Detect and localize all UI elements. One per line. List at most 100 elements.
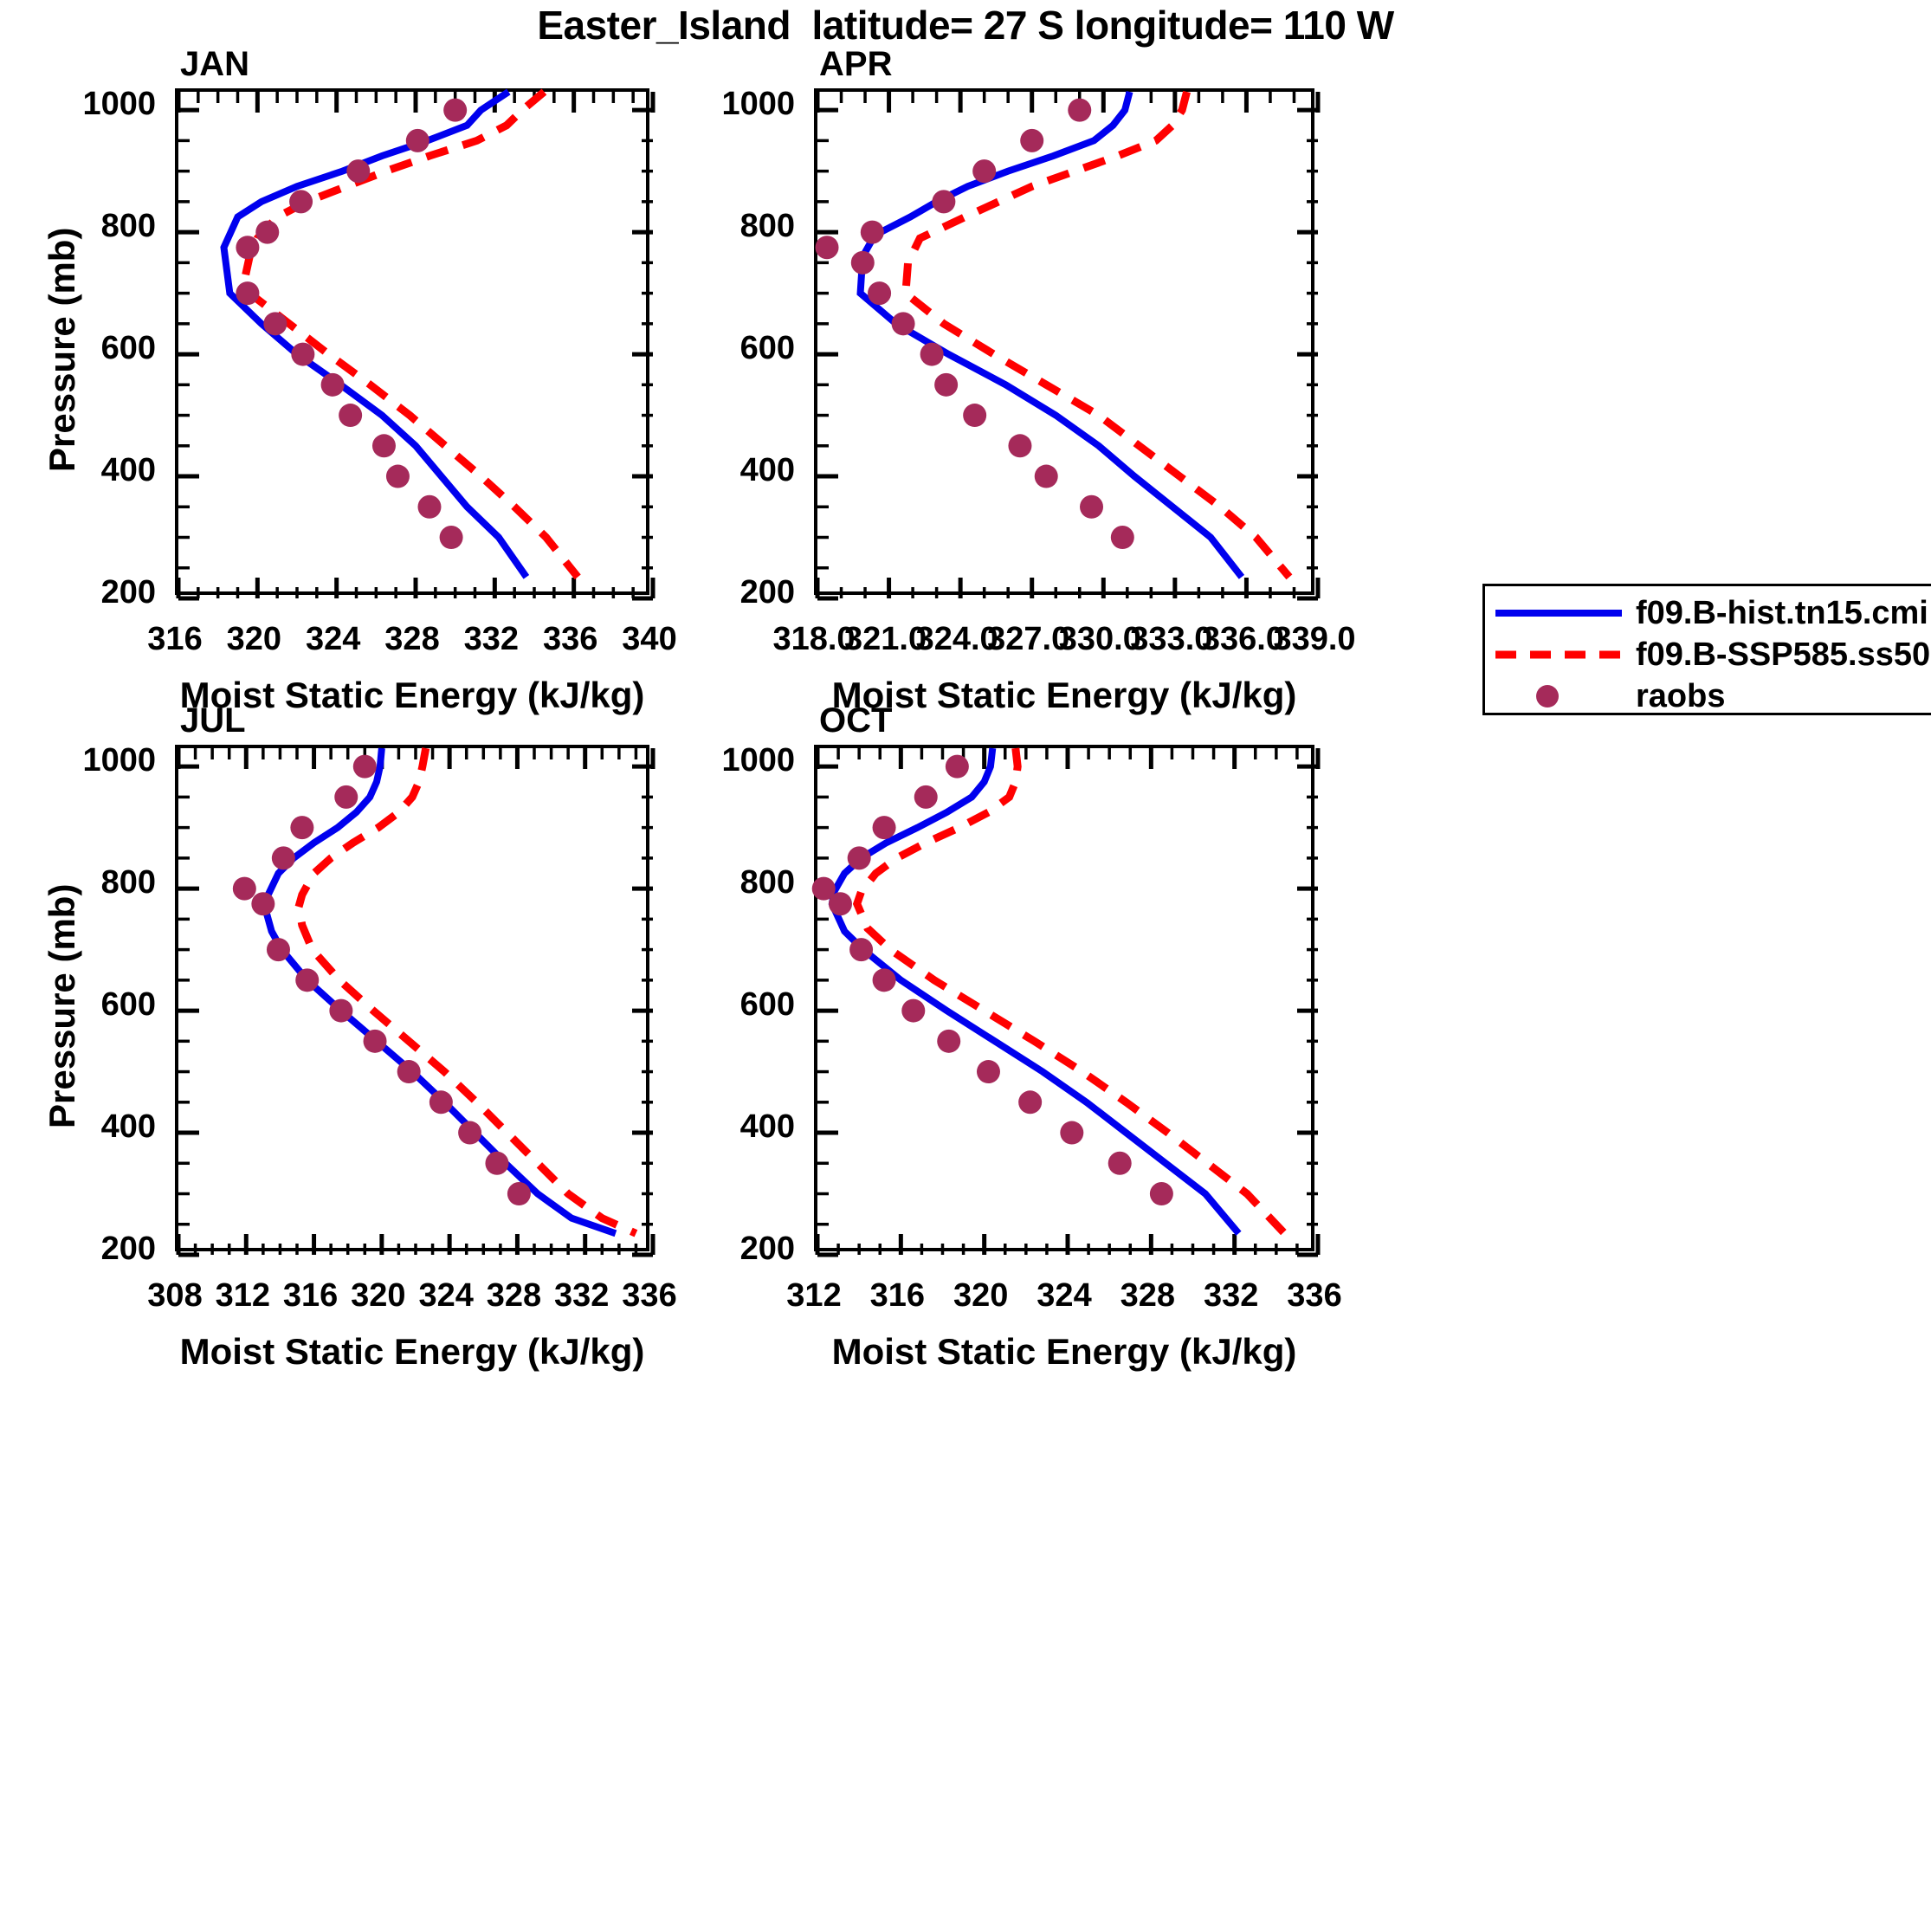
- x-tick-label: 333.0: [1130, 621, 1213, 657]
- x-tick-label: 336: [622, 1277, 677, 1314]
- y-tick-label: 600: [100, 986, 156, 1024]
- x-axis-title: Moist Static Energy (kJ/kg): [179, 1331, 645, 1372]
- data-point-jul: [429, 1090, 453, 1115]
- data-point-apr: [891, 312, 915, 336]
- data-point-apr: [850, 250, 875, 275]
- y-tick-label: 400: [739, 1108, 795, 1146]
- data-point-jul: [329, 998, 353, 1023]
- data-point-jan: [439, 526, 463, 550]
- plot-frame-apr: [814, 88, 1321, 601]
- y-tick-label: 200: [739, 574, 795, 611]
- plot-frame-jan: [175, 88, 656, 601]
- x-tick-label: 328: [486, 1277, 542, 1314]
- x-tick-label: 324: [305, 621, 361, 657]
- data-point-oct: [914, 785, 938, 809]
- data-point-jul: [397, 1060, 421, 1084]
- data-point-jan: [405, 128, 429, 152]
- panel-label-jan: JAN: [180, 45, 250, 83]
- data-point-jan: [289, 190, 313, 214]
- data-point-oct: [976, 1060, 1000, 1084]
- x-tick-label: 340: [622, 621, 677, 657]
- data-point-jul: [290, 816, 314, 840]
- x-tick-label: 312: [786, 1277, 842, 1314]
- y-tick-label: 800: [100, 864, 156, 901]
- x-tick-label: 336: [1287, 1277, 1342, 1314]
- data-point-jan: [236, 281, 260, 306]
- y-tick-label: 600: [100, 330, 156, 367]
- data-point-oct: [901, 998, 926, 1023]
- x-tick-label: 339.0: [1273, 621, 1356, 657]
- x-tick-label: 316: [282, 1277, 339, 1314]
- data-point-oct: [828, 892, 852, 916]
- data-point-jan: [236, 236, 260, 260]
- data-point-jul: [251, 892, 275, 916]
- x-tick-label: 336.0: [1201, 621, 1284, 657]
- legend-item-1: f09.B-SSP585.ss50: [1494, 631, 1930, 678]
- y-tick-label: 200: [100, 574, 156, 611]
- y-tick-label: 400: [739, 452, 795, 489]
- x-tick-label: 332: [463, 621, 520, 657]
- legend-swatch-solid-line: [1494, 596, 1624, 630]
- x-tick-label: 312: [215, 1277, 270, 1314]
- data-point-apr: [1068, 98, 1092, 122]
- data-point-jan: [320, 372, 345, 397]
- data-point-jul: [271, 846, 295, 870]
- plot-canvas-apr: [815, 90, 1321, 601]
- data-point-oct: [1108, 1151, 1132, 1175]
- x-tick-label: 324: [418, 1277, 474, 1314]
- data-point-jan: [371, 434, 396, 458]
- x-axis-title: Moist Static Energy (kJ/kg): [179, 675, 645, 715]
- x-tick-label: 320: [226, 621, 282, 657]
- plot-canvas-jan: [176, 88, 656, 601]
- data-point-oct: [1018, 1090, 1043, 1115]
- y-tick-label: 800: [739, 864, 795, 901]
- x-tick-label: 316: [869, 1277, 926, 1314]
- page-title: Easter_Island latitude= 27 S longitude= …: [537, 3, 1394, 48]
- data-point-oct: [872, 968, 896, 992]
- legend-swatch-marker: [1494, 679, 1624, 714]
- legend-label: f09.B-hist.tn15.cmi: [1636, 595, 1928, 631]
- data-point-oct: [1060, 1121, 1084, 1145]
- plot-canvas-jul: [176, 747, 656, 1257]
- data-point-apr: [972, 159, 997, 184]
- data-point-apr: [932, 190, 956, 214]
- panel-label-oct: OCT: [819, 701, 893, 740]
- panel-label-jul: JUL: [180, 701, 246, 740]
- x-tick-label: 332: [554, 1277, 610, 1314]
- panel-label-apr: APR: [819, 45, 893, 83]
- series-line-jul-1: [294, 747, 638, 1237]
- y-tick-label: 200: [100, 1231, 156, 1267]
- data-point-jul: [507, 1182, 531, 1206]
- data-point-jan: [339, 404, 363, 428]
- x-tick-label: 320: [351, 1277, 406, 1314]
- x-tick-label: 321.0: [844, 621, 927, 657]
- data-point-jul: [295, 968, 320, 992]
- data-point-jul: [334, 785, 358, 809]
- data-point-oct: [945, 754, 969, 779]
- data-point-apr: [1034, 464, 1058, 488]
- x-tick-label: 332: [1203, 1277, 1259, 1314]
- data-point-jul: [232, 876, 256, 901]
- data-point-jan: [291, 342, 315, 366]
- data-point-jul: [458, 1121, 482, 1145]
- x-tick-label: 324.0: [915, 621, 998, 657]
- legend-item-2: raobs: [1494, 673, 1725, 720]
- legend-label: f09.B-SSP585.ss50: [1636, 636, 1931, 673]
- data-point-oct: [847, 846, 871, 870]
- data-point-apr: [934, 372, 959, 397]
- plot-frame-oct: [811, 745, 1321, 1257]
- x-tick-label: 316: [147, 621, 203, 657]
- x-tick-label: 336: [542, 621, 598, 657]
- y-tick-label: 400: [100, 1108, 156, 1146]
- x-tick-label: 318.0: [772, 621, 856, 657]
- y-tick-label: 400: [100, 452, 156, 489]
- data-point-oct: [811, 876, 836, 901]
- data-point-apr: [963, 404, 987, 428]
- data-point-jan: [263, 312, 287, 336]
- y-tick-label: 1000: [82, 86, 156, 123]
- y-tick-label: 600: [739, 330, 795, 367]
- y-tick-label: 1000: [721, 742, 795, 779]
- data-point-jul: [485, 1151, 509, 1175]
- data-point-jan: [417, 494, 442, 519]
